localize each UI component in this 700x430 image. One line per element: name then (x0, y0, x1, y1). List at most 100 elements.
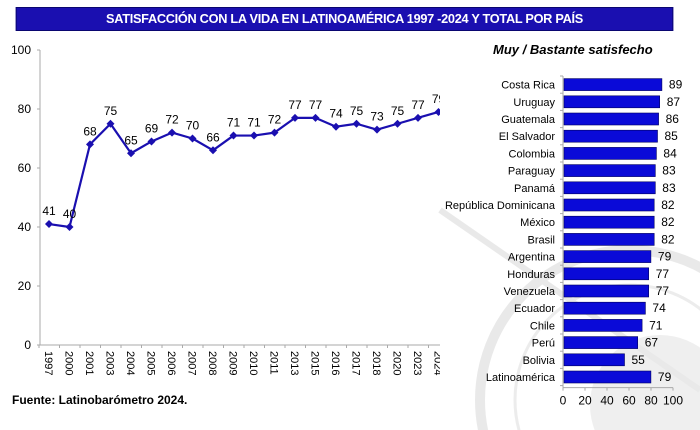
bar (563, 336, 638, 349)
bar (563, 301, 646, 315)
x-tick-label: 2010 (247, 351, 259, 375)
category-label: México (520, 217, 555, 229)
x-tick-label: 2009 (227, 351, 239, 375)
x-tick-label: 1997 (42, 351, 54, 375)
category-label: Bolivia (523, 355, 556, 367)
data-label: 71 (227, 116, 241, 130)
data-label: 41 (42, 204, 56, 218)
x-tick-label: 2005 (145, 351, 157, 375)
data-label: 75 (391, 104, 405, 118)
data-label: 70 (186, 119, 200, 133)
data-label: 82 (661, 215, 675, 229)
x-tick-label: 40 (600, 394, 614, 408)
data-label: 40 (63, 207, 77, 221)
x-tick-label: 80 (644, 394, 658, 408)
data-label: 77 (309, 98, 323, 112)
category-label: Colombia (509, 148, 556, 160)
category-label: República Dominicana (445, 200, 556, 212)
data-point-marker (209, 146, 217, 155)
data-point-marker (188, 134, 197, 143)
data-point-marker (127, 149, 135, 158)
bar (563, 95, 660, 109)
category-label: Honduras (507, 269, 555, 281)
data-label: 82 (661, 198, 675, 212)
data-label: 85 (665, 129, 679, 143)
data-label: 89 (669, 78, 683, 92)
data-label: 73 (370, 110, 384, 124)
bar (563, 353, 625, 367)
bar (563, 129, 658, 143)
bar (563, 78, 663, 91)
data-point-marker (311, 113, 320, 122)
data-label: 67 (645, 336, 659, 350)
chart-title-banner: SATISFACCIÓN CON LA VIDA EN LATINOAMÉRIC… (15, 7, 674, 31)
y-tick-label: 20 (18, 279, 32, 293)
x-tick-label: 2018 (370, 351, 382, 375)
line-chart: 0 20 40 60 80 100 1997 2000 2001 2003 2004 2005 2006… (11, 43, 441, 375)
bar-chart-title: Muy / Bastante satisfecho (493, 42, 653, 57)
category-label: Perú (532, 338, 555, 350)
data-label: 74 (652, 301, 666, 315)
bar (563, 147, 657, 160)
bar (563, 250, 652, 263)
data-label: 77 (411, 98, 425, 112)
data-label: 72 (165, 113, 179, 127)
x-tick-label: 2008 (206, 351, 218, 375)
category-label: Guatemala (501, 114, 556, 126)
data-label: 68 (83, 124, 97, 138)
category-label: Latinoamérica (486, 372, 556, 384)
data-point-marker (106, 119, 115, 128)
series-line (48, 110, 439, 229)
x-tick-label: 2003 (104, 351, 116, 375)
bar (563, 164, 656, 177)
source-note: Fuente: Latinobarómetro 2024. (12, 393, 188, 407)
category-label: Brasil (527, 234, 555, 246)
data-point-marker (352, 119, 361, 128)
data-label: 87 (667, 95, 681, 109)
data-label: 75 (104, 104, 118, 118)
x-tick-label: 60 (622, 394, 636, 408)
data-label: 66 (206, 130, 220, 144)
data-point-marker (414, 113, 422, 122)
data-label: 65 (124, 133, 138, 147)
x-tick-label: 2016 (329, 351, 341, 375)
category-label: Paraguay (508, 166, 556, 178)
data-point-marker (270, 128, 279, 137)
x-tick-label: 2024 (432, 351, 441, 375)
data-label: 75 (350, 104, 364, 118)
data-label: 83 (662, 164, 676, 178)
data-point-marker (434, 107, 440, 116)
x-tick-label: 2020 (391, 351, 403, 375)
y-tick-label: 60 (18, 161, 32, 175)
category-label: El Salvador (499, 131, 556, 143)
data-point-marker (393, 119, 402, 128)
x-tick-label: 2017 (350, 351, 362, 375)
category-label: Panamá (514, 183, 556, 195)
x-tick-label: 2001 (83, 351, 95, 375)
data-point-marker (250, 131, 258, 140)
x-tick-label: 2011 (268, 351, 280, 375)
x-tick-label: 2023 (411, 351, 423, 375)
data-label: 74 (329, 107, 343, 121)
x-tick-label: 0 (560, 394, 567, 408)
x-tick-label: 2004 (124, 351, 136, 375)
bar (563, 267, 649, 281)
data-label: 79 (432, 92, 440, 106)
bar (563, 215, 655, 229)
data-point-marker (168, 128, 176, 137)
data-label: 82 (661, 232, 675, 246)
bar (563, 233, 655, 246)
x-tick-label: 2013 (288, 351, 300, 375)
y-tick-label: 100 (11, 43, 31, 57)
category-label: Uruguay (513, 97, 555, 109)
bar (563, 319, 643, 332)
y-tick-label: 40 (18, 220, 32, 234)
data-label: 71 (247, 116, 261, 130)
bar-chart: 0 20 40 60 80 100 Costa Rica 89 Uruguay 87 Guatema… (445, 75, 683, 408)
category-label: Argentina (508, 252, 556, 264)
bar (563, 370, 652, 384)
y-tick-label: 80 (18, 102, 32, 116)
data-label: 71 (649, 318, 663, 332)
data-point-marker (45, 220, 53, 229)
category-label: Chile (530, 320, 555, 332)
